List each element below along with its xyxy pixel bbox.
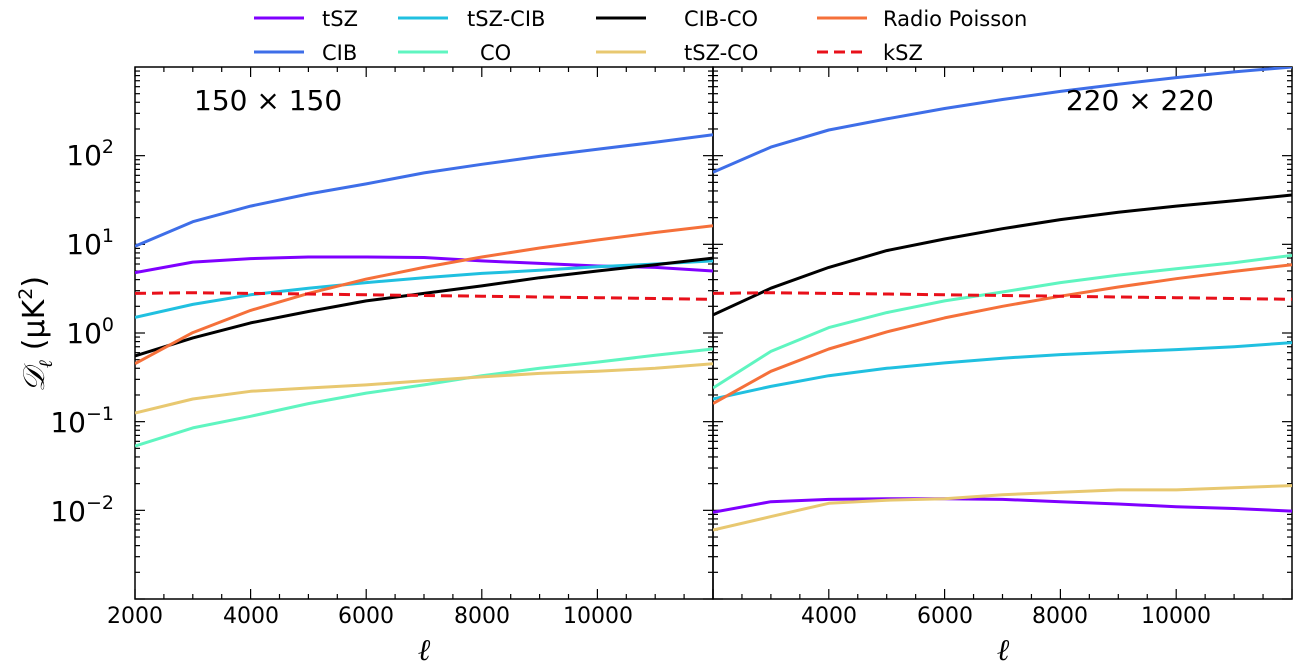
series-group-right [713, 67, 1292, 532]
y-tick-label: 10−2 [50, 492, 114, 528]
y-axis-label: 𝒟ℓ(μK2) [15, 276, 57, 392]
series-line-cib [135, 133, 713, 248]
x-tick-label: 4000 [801, 604, 857, 629]
x-tick-labels-left: 2000 4000 6000 8000 10000 [107, 604, 633, 629]
x-tick-label: 6000 [338, 604, 394, 629]
legend-entry-5: tSZ-CO [596, 41, 758, 65]
series-line-co [135, 347, 713, 448]
series-line-cib [713, 67, 1292, 174]
x-tick-label: 8000 [1032, 604, 1088, 629]
x-axis-label-left: ℓ [418, 633, 431, 662]
legend-entry-0: tSZ [254, 7, 358, 31]
x-tick-label: 6000 [917, 604, 973, 629]
series-line-tsz-co [135, 362, 713, 415]
legend-entry-6: Radio Poisson [817, 7, 1027, 31]
x-tick-label: 10000 [563, 604, 633, 629]
y-tick-label: 102 [66, 136, 114, 172]
series-line-tsz-cib [135, 259, 713, 319]
y-tick-label: 100 [66, 314, 114, 350]
x-tick-label: 4000 [223, 604, 279, 629]
panel-label-right: 220 × 220 [1066, 84, 1214, 117]
series-line-co [713, 253, 1292, 390]
y-tick-label: 10−1 [50, 403, 114, 439]
series-line-cib-co [713, 193, 1292, 317]
y-tick-label: 101 [66, 225, 114, 261]
legend-label: tSZ [322, 7, 358, 31]
legend-label: CIB-CO [684, 7, 758, 31]
legend-label: kSZ [883, 41, 923, 65]
series-line-ksz [135, 291, 713, 301]
series-line-radio-poisson [135, 224, 713, 366]
legend-entry-2: tSZ-CIB [398, 7, 545, 31]
x-tick-labels-right: 4000 6000 8000 10000 [801, 604, 1211, 629]
legend-label: Radio Poisson [883, 7, 1027, 31]
legend-label: tSZ-CO [684, 41, 758, 65]
legend-entry-3: CO [398, 41, 511, 65]
series-line-cib-co [135, 256, 713, 358]
series-group-left [135, 133, 713, 448]
legend-entry-4: CIB-CO [596, 7, 758, 31]
legend-entry-1: CIB [254, 41, 357, 65]
series-line-ksz [713, 291, 1292, 301]
legend-entry-7: kSZ [817, 41, 923, 65]
y-tick-labels: 10−2 10−1 100 101 102 [50, 136, 114, 528]
x-tick-label: 10000 [1141, 604, 1211, 629]
x-axis-label-right: ℓ [997, 633, 1010, 662]
legend-label: CIB [322, 41, 357, 65]
x-tick-label: 8000 [454, 604, 510, 629]
panel-label-left: 150 × 150 [194, 84, 342, 117]
panel-frame-right [712, 66, 1293, 600]
series-line-tsz-co [713, 484, 1292, 532]
legend-label: tSZ-CIB [467, 7, 545, 31]
legend-label: CO [480, 41, 511, 65]
series-line-tsz [713, 497, 1292, 514]
x-tick-label: 2000 [107, 604, 163, 629]
series-line-tsz-cib [713, 341, 1292, 401]
series-line-radio-poisson [713, 263, 1292, 405]
legend: tSZ CIB tSZ-CIB CO CIB-CO tSZ-CO Radio P… [254, 7, 1027, 65]
